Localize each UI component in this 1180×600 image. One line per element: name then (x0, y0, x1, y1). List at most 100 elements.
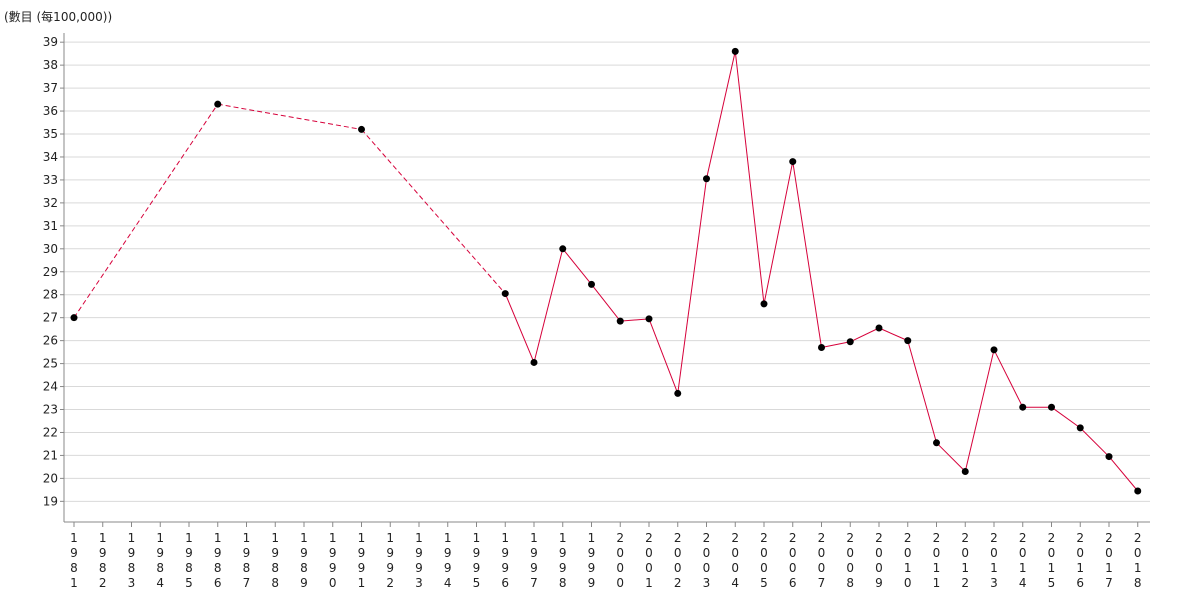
data-point (904, 337, 912, 345)
series-gap-segment (73, 103, 219, 318)
data-point (501, 290, 509, 298)
y-tick-label: 33 (43, 173, 58, 187)
data-point (933, 439, 940, 447)
axes (60, 33, 1150, 527)
series-segment (993, 349, 1024, 408)
series-segment (907, 340, 937, 443)
y-tick-label: 22 (43, 425, 58, 439)
y-tick-label: 23 (43, 403, 58, 417)
series-segment (734, 51, 765, 304)
series-segment (850, 327, 880, 343)
series-gap-segment (217, 103, 362, 130)
y-tick-label: 38 (43, 58, 58, 72)
y-tick-label: 28 (43, 288, 58, 302)
series-segment (591, 284, 621, 322)
data-point (214, 100, 222, 108)
data-point (731, 47, 739, 55)
y-tick-label: 24 (43, 380, 58, 394)
series-segment (821, 341, 851, 349)
series (70, 47, 1142, 495)
data-point (846, 338, 854, 346)
y-tick-label: 30 (43, 242, 58, 256)
y-tick-label: 19 (43, 494, 58, 508)
data-point (616, 317, 624, 325)
data-point (559, 245, 567, 253)
y-tick-label: 39 (43, 35, 58, 49)
series-segment (763, 161, 794, 305)
gridlines (64, 41, 1150, 502)
unit-label: (數目 (每100,000)) (4, 9, 112, 24)
data-point (588, 280, 595, 288)
series-segment (562, 248, 592, 285)
y-tick-label: 25 (43, 357, 58, 371)
series-segment (706, 51, 736, 179)
data-point (1105, 453, 1113, 461)
series-segment (504, 293, 535, 363)
series-segment (677, 178, 707, 394)
series-segment (878, 327, 908, 342)
data-point (358, 125, 365, 133)
y-tick-label: 32 (43, 196, 58, 210)
y-tick-label: 31 (43, 219, 58, 233)
data-point (875, 324, 883, 332)
y-tick-label: 29 (43, 265, 58, 279)
data-point (1134, 487, 1142, 495)
data-point (760, 300, 768, 308)
data-point (703, 175, 710, 183)
data-point (818, 344, 825, 352)
data-point (961, 467, 969, 475)
series-segment (648, 318, 679, 394)
data-point (674, 389, 682, 397)
data-point (645, 315, 653, 323)
y-tick-label: 34 (43, 150, 58, 164)
y-tick-label: 36 (43, 104, 58, 118)
data-point (789, 158, 797, 166)
x-tick-labels: 1 9 8 1 1 9 8 2 1 9 8 3 1 9 8 4 1 9 8 5 1 9 8 6 1 9 8 7 1 9 8 8 1 9 8 9 1 9 9 0… (70, 531, 1141, 590)
series-segment (620, 318, 650, 322)
data-point (1019, 403, 1027, 411)
data-point (990, 346, 998, 354)
y-tick-label: 35 (43, 127, 58, 141)
series-segment (1051, 406, 1081, 429)
y-tick-label: 37 (43, 81, 58, 95)
y-tick-labels: 19 20 21 22 23 24 25 26 27 28 29 30 31 32 33 34 35 36 37 38… (43, 35, 58, 508)
data-point (1048, 403, 1055, 411)
series-segment (533, 248, 564, 363)
series-segment (792, 161, 822, 348)
y-tick-label: 20 (43, 471, 58, 485)
series-segment (1079, 427, 1110, 457)
